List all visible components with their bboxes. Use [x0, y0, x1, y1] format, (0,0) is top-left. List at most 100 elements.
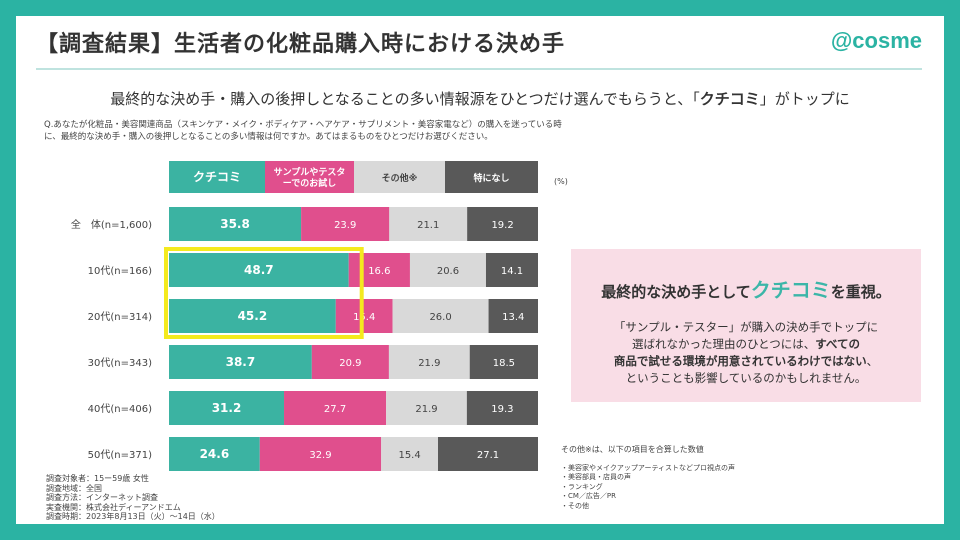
bar-segment	[169, 207, 302, 241]
survey-notes: 調査対象者：15ー59歳 女性 調査地域：全国 調査方法：インターネット調査 実…	[46, 474, 220, 522]
brand-logo: @cosme	[830, 28, 922, 53]
data-label: 14.1	[501, 266, 523, 277]
callout-line-3-bold: 商品で試せる環境が用意されているわけではない	[613, 354, 867, 368]
category-label: 30代(n=343)	[88, 357, 152, 369]
subtitle: 最終的な決め手・購入の後押しとなることの多い情報源をひとつだけ選んでもらうと、「…	[16, 88, 944, 109]
survey-question: Q.あなたが化粧品・美容関連商品（スキンケア・メイク・ボディケア・ヘアケア・サプ…	[44, 120, 562, 142]
legend-swatch	[445, 161, 538, 193]
slide: 【調査結果】生活者の化粧品購入時における決め手 @cosme 最終的な決め手・購…	[16, 16, 944, 524]
data-label: 31.2	[212, 401, 242, 415]
survey-note: 調査方法：インターネット調査	[46, 493, 158, 502]
data-label: 35.8	[220, 217, 250, 231]
data-label: 23.9	[334, 220, 356, 231]
bar-segment	[388, 345, 470, 379]
survey-note: 調査地域：全国	[46, 483, 102, 493]
title-divider	[36, 68, 922, 70]
callout-line-4: ということも影響しているのかもしれません。	[625, 371, 867, 385]
data-label: 38.7	[226, 355, 256, 369]
callout-title: 最終的な決め手としてクチコミを重視。	[571, 274, 921, 303]
bar-segment	[348, 253, 410, 287]
callout-body: 「サンプル・テスター」が購入の決め手でトップに 選ばれなかった理由のひとつには、…	[581, 319, 911, 387]
bar-segment	[169, 437, 260, 471]
callout-line-2: 選ばれなかった理由のひとつには、すべての	[581, 336, 911, 353]
legend-label-line: サンプルやテスタ	[274, 166, 346, 178]
bar-segment	[488, 299, 538, 333]
bar-segment	[335, 299, 393, 333]
bar-segment	[259, 437, 382, 471]
data-label: 20.9	[339, 358, 361, 369]
category-label: 40代(n=406)	[88, 403, 152, 415]
callout-line-3: 商品で試せる環境が用意されているわけではない、	[581, 353, 911, 370]
survey-note: 調査時期：2023年8月13日（火）〜14日（水）	[46, 512, 220, 521]
bar-segment	[381, 437, 439, 471]
data-label: 32.9	[309, 450, 331, 461]
legend-label: クチコミ	[193, 170, 241, 184]
other-note-item: ・美容家やメイクアップアーティストなどプロ視点の声	[561, 463, 736, 472]
callout-line-1: 「サンプル・テスター」が購入の決め手でトップに	[613, 320, 879, 334]
subtitle-post: 」がトップに	[759, 90, 850, 108]
bar-segment	[469, 345, 538, 379]
data-label: 21.9	[418, 358, 440, 369]
callout-box: 最終的な決め手としてクチコミを重視。 「サンプル・テスター」が購入の決め手でトッ…	[571, 249, 921, 402]
legend-swatch	[169, 161, 265, 193]
legend-swatch	[265, 161, 354, 193]
other-note-item: ・ランキング	[561, 482, 603, 491]
callout-title-post: を重視。	[830, 283, 891, 301]
page-title: 【調査結果】生活者の化粧品購入時における決め手	[36, 32, 566, 57]
data-label: 21.1	[417, 220, 439, 231]
data-label: 48.7	[244, 263, 274, 277]
callout-line-2-pre: 選ばれなかった理由のひとつには、	[632, 337, 816, 351]
data-label: 27.7	[324, 404, 346, 415]
other-note-item: ・その他	[561, 501, 589, 510]
data-label: 18.5	[493, 358, 515, 369]
callout-title-highlight: クチコミ	[750, 278, 831, 302]
category-label: 全 体(n=1,600)	[71, 218, 152, 231]
data-label: 27.1	[477, 450, 499, 461]
bar-segment	[169, 253, 349, 287]
subtitle-pre: 最終的な決め手・購入の後押しとなることの多い情報源をひとつだけ選んでもらうと、「	[110, 90, 700, 108]
legend-label-line: ーでのお試し	[283, 177, 336, 189]
bar-segment	[169, 345, 312, 379]
bar-segment	[438, 437, 538, 471]
other-notes-heading: その他※は、以下の項目を合算した数値	[561, 445, 704, 454]
category-label: 10代(n=166)	[88, 265, 152, 277]
data-label: 26.0	[429, 312, 451, 323]
bar-segment	[169, 299, 336, 333]
legend-label: 特になし	[473, 172, 509, 184]
subtitle-bold: クチコミ	[699, 90, 760, 108]
data-label: 16.6	[368, 266, 390, 277]
data-label: 21.9	[415, 404, 437, 415]
bar-segment	[485, 253, 538, 287]
other-note-item: ・美容部員・店員の声	[561, 473, 631, 481]
other-note-item: ・CM／広告／PR	[561, 492, 617, 500]
data-label: 20.6	[437, 266, 459, 277]
callout-line-3-post: 、	[866, 354, 879, 368]
bar-segment	[392, 299, 489, 333]
stacked-bar-chart: クチコミ サンプルやテスターでのお試し その他※ 特になし 35.8 23.9 21.1 19…	[71, 161, 538, 471]
data-label: 15.4	[398, 450, 420, 461]
callout-title-pre: 最終的な決め手として	[601, 283, 751, 301]
category-label: 50代(n=371)	[88, 449, 152, 461]
data-label: 19.3	[491, 404, 513, 415]
legend-swatch	[354, 161, 445, 193]
data-label: 24.6	[200, 447, 230, 461]
highlight-box	[164, 247, 364, 339]
data-label: 15.4	[353, 312, 375, 323]
bar-segment	[284, 391, 387, 425]
survey-note: 調査対象者：15ー59歳 女性	[46, 474, 149, 483]
bar-segment	[389, 207, 468, 241]
legend-label: その他※	[382, 172, 418, 184]
bar-segment	[301, 207, 390, 241]
legend-label: サンプルやテスターでのお試し	[274, 166, 346, 189]
bar-segment	[386, 391, 467, 425]
unit-label: (%)	[554, 177, 568, 186]
callout-line-2-bold: すべての	[815, 337, 860, 351]
survey-note: 実査機関：株式会社ディーアンドエム	[46, 502, 181, 512]
category-label: 20代(n=314)	[88, 311, 152, 323]
bar-segment	[311, 345, 389, 379]
other-notes: その他※は、以下の項目を合算した数値 ・美容家やメイクアップアーティストなどプロ…	[561, 445, 735, 511]
bar-segment	[466, 391, 538, 425]
bar-segment	[409, 253, 486, 287]
data-label: 13.4	[502, 312, 524, 323]
data-label: 19.2	[491, 220, 513, 231]
